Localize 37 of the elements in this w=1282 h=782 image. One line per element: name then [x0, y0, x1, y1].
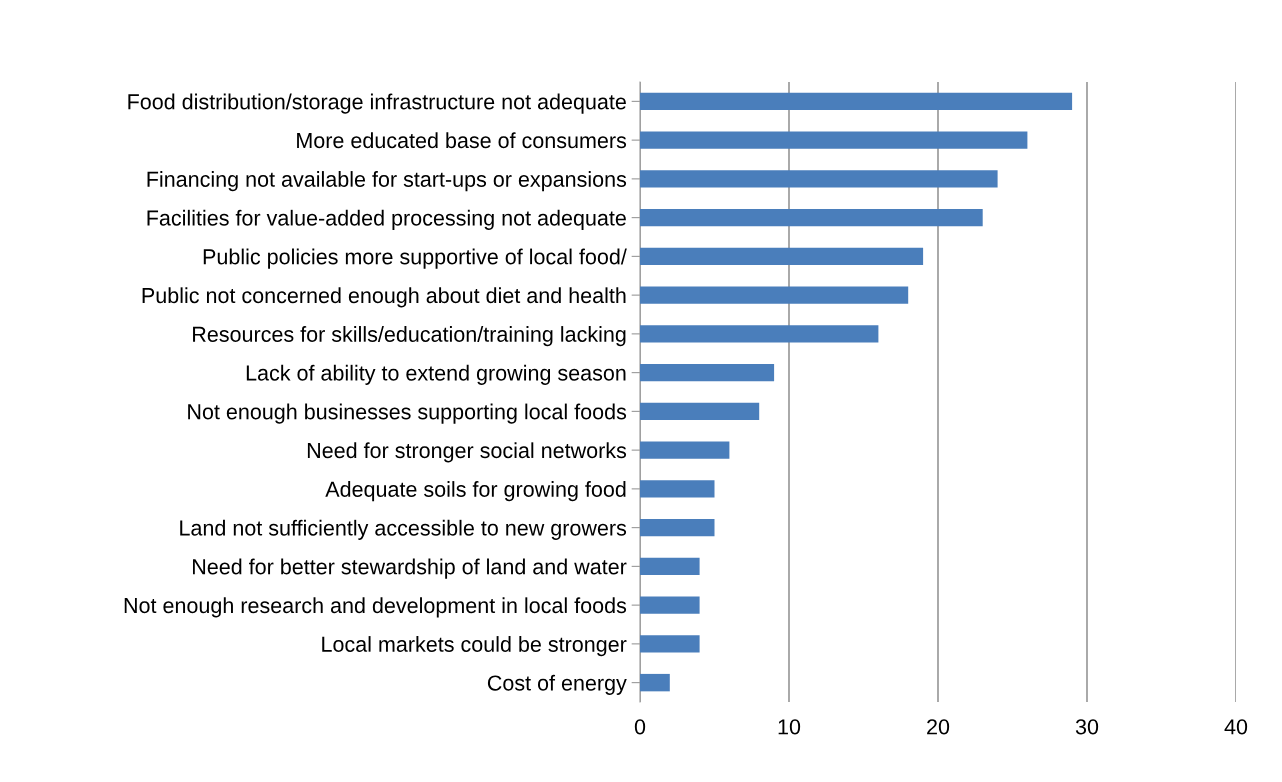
- bar: [640, 247, 924, 266]
- y-tick-label: Food distribution/storage infrastructure not adequate: [128, 93, 626, 114]
- y-tick-label: Adequate soils for growing food: [325, 481, 626, 502]
- y-tick-label: Resources for skills/education/training lacking: [193, 326, 626, 347]
- bar: [640, 208, 983, 227]
- bar: [640, 92, 1073, 111]
- bar: [640, 286, 909, 304]
- y-tick-label: Not enough businesses supporting local foods: [188, 403, 627, 424]
- bar: [640, 596, 700, 614]
- bar: [640, 441, 730, 459]
- x-tick-label: 10: [778, 719, 801, 735]
- bar: [640, 557, 700, 576]
- x-tick-label: 30: [1075, 719, 1099, 735]
- y-tick-label: Local markets could be stronger: [322, 636, 627, 657]
- y-tick-label: Facilities for value-added processing not adequate: [147, 209, 626, 230]
- y-tick-label: Cost of energy: [487, 674, 627, 695]
- y-tick-label: Land not sufficiently accessible to new growers: [180, 519, 627, 540]
- bar: [640, 402, 760, 421]
- y-tick-label: Need for better stewardship of land and water: [193, 558, 627, 579]
- x-tick-label: 20: [927, 719, 950, 735]
- y-tick-label: Not enough research and development in local foods: [124, 597, 627, 618]
- bar: [640, 673, 670, 692]
- y-tick-label: Financing not available for start-ups or expansions: [147, 171, 627, 192]
- bar: [640, 325, 879, 343]
- y-tick-label: Lack of ability to extend growing season: [246, 364, 626, 385]
- y-tick-label: Need for stronger social networks: [307, 442, 627, 463]
- y-tick-label: Public policies more supportive of local food/: [203, 248, 627, 269]
- bar: [640, 131, 1028, 149]
- bar: [640, 480, 715, 498]
- x-tick-label: 0: [634, 719, 646, 735]
- bar: [640, 363, 775, 382]
- bar: [640, 635, 700, 653]
- y-tick-label: Public not concerned enough about diet and health: [142, 287, 626, 308]
- bar: [640, 518, 715, 537]
- x-tick-label: 40: [1224, 719, 1248, 735]
- bar: [640, 170, 998, 188]
- y-tick-label: More educated base of consumers: [297, 132, 627, 149]
